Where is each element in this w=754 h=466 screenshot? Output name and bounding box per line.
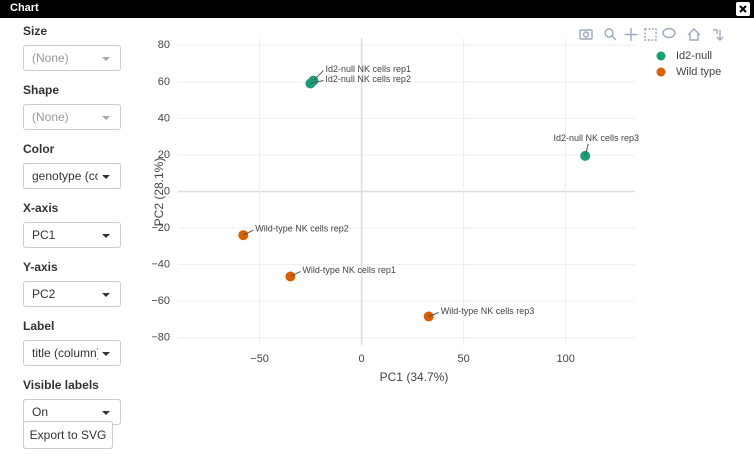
label-leader: [428, 312, 439, 317]
legend-marker: [656, 51, 666, 61]
dropdown-value: On: [32, 405, 49, 419]
control-label: X-axis: [23, 201, 59, 215]
modebar[interactable]: [579, 27, 724, 41]
x-tick-label: 50: [458, 353, 470, 365]
y-tick-label: 80: [158, 39, 170, 51]
y-tick-label: 40: [158, 112, 170, 124]
dropdown[interactable]: PC2: [23, 281, 121, 307]
dropdown-value: PC2: [32, 287, 56, 301]
label-leader: [584, 143, 589, 156]
close-button[interactable]: [736, 2, 750, 16]
grid: [178, 38, 635, 345]
dropdown-arrow: [102, 352, 110, 356]
dropdown-arrow: [102, 234, 110, 238]
y-tick-label: 20: [158, 149, 170, 161]
export-button[interactable]: Export to SVG: [23, 421, 113, 449]
point-label: Id2-null NK cells rep3: [553, 133, 639, 143]
legend-marker: [656, 67, 666, 77]
y-tick-label: 0: [164, 185, 170, 197]
label-leader: [243, 229, 254, 236]
control-label: Visible labels: [23, 378, 99, 392]
y-tick-label: 60: [158, 76, 170, 88]
control-label: Shape: [23, 83, 60, 97]
dropdown-value: genotype (col: [32, 169, 98, 183]
y-tick-label: −20: [151, 222, 170, 234]
label-leader: [313, 70, 324, 81]
dropdown-arrow: [102, 175, 110, 179]
dropdown[interactable]: (None): [23, 45, 121, 71]
window-title: Chart: [10, 2, 39, 14]
point-label: Wild-type NK cells rep1: [302, 265, 396, 275]
dropdown[interactable]: title (column): [23, 340, 121, 366]
label-leader: [310, 80, 324, 84]
control-label: Label: [23, 319, 55, 333]
point-label: Wild-type NK cells rep2: [255, 224, 349, 234]
point-label: Id2-null NK cells rep2: [325, 74, 411, 84]
legend-label: Id2-null: [676, 50, 712, 62]
y-tick-label: −80: [151, 332, 170, 344]
title-bar: Chart: [0, 0, 754, 18]
x-axis-title: PC1 (34.7%): [380, 370, 449, 384]
control-label: Y-axis: [23, 260, 58, 274]
x-tick-label: 100: [556, 353, 574, 365]
point-label: Wild-type NK cells rep3: [441, 306, 535, 316]
control-label: Size: [23, 24, 48, 38]
dropdown-value: (None): [32, 51, 69, 65]
dropdown-value: PC1: [32, 228, 56, 242]
control-label: Color: [23, 142, 55, 156]
dropdown-arrow: [102, 411, 110, 415]
x-tick-label: 0: [359, 353, 365, 365]
dropdown-arrow: [102, 57, 110, 61]
dropdown-arrow: [102, 293, 110, 297]
y-tick-label: −40: [151, 259, 170, 271]
y-tick-label: −60: [151, 295, 170, 307]
legend-label: Wild type: [676, 66, 721, 78]
close-icon: [739, 5, 747, 13]
label-leader: [290, 271, 301, 277]
dropdown-value: (None): [32, 110, 69, 124]
dropdown[interactable]: genotype (col: [23, 163, 121, 189]
y-axis-title: PC2 (28.1%): [152, 158, 166, 227]
dropdown-arrow: [102, 116, 110, 120]
x-tick-label: −50: [250, 353, 269, 365]
settings-panel: Size (None) Shape (None) Color genotype (col X…: [0, 18, 150, 466]
dropdown-value: title (column): [32, 346, 98, 360]
point-label: Id2-null NK cells rep1: [325, 64, 411, 74]
dropdown[interactable]: PC1: [23, 222, 121, 248]
dropdown[interactable]: (None): [23, 104, 121, 130]
